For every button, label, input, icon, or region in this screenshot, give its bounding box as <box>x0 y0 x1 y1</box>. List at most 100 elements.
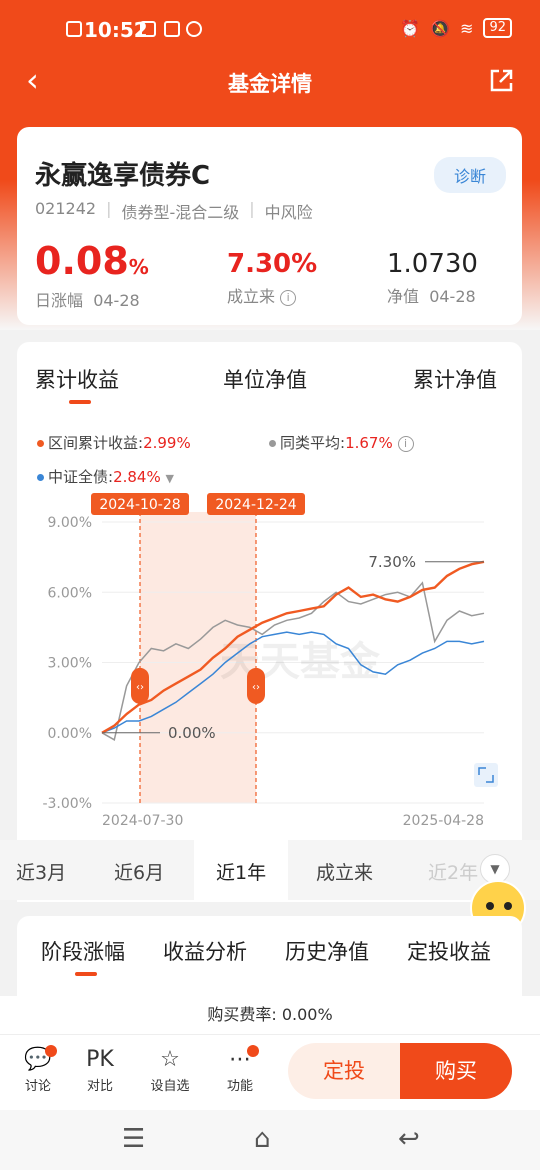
series-line-0 <box>101 560 485 734</box>
buy-button[interactable]: 购买 <box>400 1043 512 1099</box>
tab-underline <box>69 400 91 404</box>
star-plus-icon: ☆ <box>160 1047 180 1072</box>
period-6m[interactable]: 近6月 <box>114 862 165 884</box>
tab-cumulative-nav[interactable]: 累计净值 <box>413 368 497 392</box>
alarm-icon: ⏰ <box>400 18 421 38</box>
drag-arrows-icon: ‹› <box>136 682 144 693</box>
mute-icon: 🔕 <box>430 18 451 38</box>
tab-fixed-invest-return[interactable]: 定投收益 <box>407 940 491 964</box>
menu-icon[interactable]: ☰ <box>122 1124 146 1154</box>
range-date-label: 2024-10-28 <box>99 497 180 513</box>
back-icon[interactable]: ↩ <box>398 1124 420 1154</box>
range-date-label: 2024-12-24 <box>215 497 296 513</box>
mascot-eye <box>504 902 512 910</box>
y-tick-label: 0.00% <box>48 726 92 742</box>
fund-name: 永赢逸享债券C <box>35 161 211 191</box>
diagnose-button[interactable]: 诊断 <box>433 157 506 193</box>
end-value-label: 7.30% <box>368 553 416 571</box>
period-1y[interactable]: 近1年 <box>194 840 289 900</box>
legend-index[interactable]: 中证全债:2.84% ▼ <box>37 466 174 487</box>
tab-stage-return[interactable]: 阶段涨幅 <box>41 940 125 964</box>
legend-dot <box>269 440 276 447</box>
x-tick-label: 2025-04-28 <box>403 813 484 829</box>
fund-risk: 中风险 <box>264 203 313 222</box>
start-value-label: 0.00% <box>168 724 216 742</box>
status-time: 10:52 <box>84 18 148 42</box>
tab-cumulative-return[interactable]: 累计收益 <box>35 368 119 392</box>
page-title: 基金详情 <box>228 72 312 96</box>
daily-change-unit: % <box>128 255 149 279</box>
info-icon[interactable]: i <box>280 289 297 306</box>
fund-summary-card: 永赢逸享债券C 诊断 021242 | 债券型-混合二级 | 中风险 0.08%… <box>17 127 522 325</box>
legend-fund-label: 区间累计收益: <box>48 434 144 452</box>
daily-change-metric: 0.08% 日涨幅 04-28 <box>35 239 149 311</box>
notification-icon <box>66 21 82 37</box>
function-label: 功能 <box>226 1079 253 1094</box>
compare-label: 对比 <box>86 1079 113 1094</box>
range-drag-handle[interactable] <box>247 667 265 704</box>
notification-dot <box>247 1045 259 1057</box>
inception-return-label: 成立来 <box>227 287 276 306</box>
period-3m[interactable]: 近3月 <box>16 862 67 884</box>
series-line-1 <box>101 581 485 741</box>
period-selector: 近3月 近6月 近1年 成立来 近2年 ▼ <box>0 840 540 900</box>
fixed-invest-button[interactable]: 定投 <box>288 1043 400 1099</box>
tab-history-nav[interactable]: 历史净值 <box>285 940 369 964</box>
legend-fund: 区间累计收益:2.99% <box>37 432 191 453</box>
discuss-label: 讨论 <box>24 1079 51 1094</box>
app-notification-icon <box>140 21 156 37</box>
inception-return-value: 7.30% <box>227 249 318 279</box>
legend-peer: 同类平均:1.67% i <box>269 432 414 453</box>
tab-unit-nav[interactable]: 单位净值 <box>223 368 307 392</box>
status-bar: 10:52 ⏰ 🔕 ≋ 92 <box>0 0 540 58</box>
daily-change-date: 04-28 <box>93 291 140 310</box>
daily-change-label: 日涨幅 <box>35 291 84 310</box>
check-circle-icon <box>186 21 202 37</box>
range-date-box <box>91 493 189 515</box>
compare-button[interactable]: PK 对比 <box>75 1045 125 1094</box>
wifi-icon: ≋ <box>460 18 474 38</box>
nav-metric: 1.0730 净值 04-28 <box>387 249 478 307</box>
return-chart[interactable]: 9.00% 6.00% 3.00% 0.00% -3.00% 2024-10-28 2024… <box>0 485 540 835</box>
range-date-box <box>207 493 305 515</box>
highlight-band <box>140 512 256 803</box>
back-arrow-icon[interactable]: ‹ <box>26 61 39 99</box>
x-tick-label: 2024-07-30 <box>102 813 183 829</box>
watermark: 天天基金 <box>220 639 381 685</box>
share-icon[interactable] <box>488 68 514 94</box>
fund-type: 债券型-混合二级 <box>121 203 240 222</box>
fund-meta: 021242 | 债券型-混合二级 | 中风险 <box>35 199 313 223</box>
legend-peer-label: 同类平均: <box>280 434 346 452</box>
chart-card: 累计收益 单位净值 累计净值 区间累计收益:2.99% 同类平均:1.67% i… <box>17 342 522 902</box>
range-drag-handle[interactable] <box>131 667 149 704</box>
fullscreen-icon[interactable] <box>474 763 498 787</box>
legend-peer-value: 1.67% <box>345 434 393 452</box>
notification-dot <box>45 1045 57 1057</box>
watchlist-label: 设自选 <box>150 1079 190 1094</box>
dropdown-icon[interactable]: ▼ <box>165 472 174 485</box>
fullscreen-arrows <box>478 767 494 783</box>
watchlist-button[interactable]: ☆ 设自选 <box>145 1045 195 1094</box>
system-nav-bar: ☰ ⌂ ↩ <box>0 1110 540 1170</box>
discuss-button[interactable]: 💬 讨论 <box>13 1045 63 1094</box>
inception-return-metric: 7.30% 成立来 i <box>227 249 317 307</box>
purchase-fee: 购买费率: 0.00% <box>0 996 540 1034</box>
y-tick-label: 6.00% <box>48 585 92 601</box>
home-icon[interactable]: ⌂ <box>254 1124 271 1154</box>
nav-date: 04-28 <box>429 287 476 306</box>
period-2y[interactable]: 近2年 <box>428 862 479 884</box>
legend-index-label: 中证全债: <box>48 468 114 486</box>
divider: | <box>106 199 112 218</box>
legend-index-value: 2.84% <box>113 468 161 486</box>
nav-label: 净值 <box>387 287 420 306</box>
tab-return-analysis[interactable]: 收益分析 <box>163 940 247 964</box>
info-icon[interactable]: i <box>397 435 414 452</box>
mascot-eye <box>486 902 494 910</box>
period-inception[interactable]: 成立来 <box>316 862 374 884</box>
app-notification-icon <box>164 21 180 37</box>
y-tick-label: 9.00% <box>48 515 92 531</box>
tab-underline <box>75 972 97 976</box>
battery-indicator: 92 <box>483 18 512 38</box>
function-button[interactable]: ⋯ 功能 <box>215 1045 265 1094</box>
pk-icon: PK <box>86 1047 114 1072</box>
